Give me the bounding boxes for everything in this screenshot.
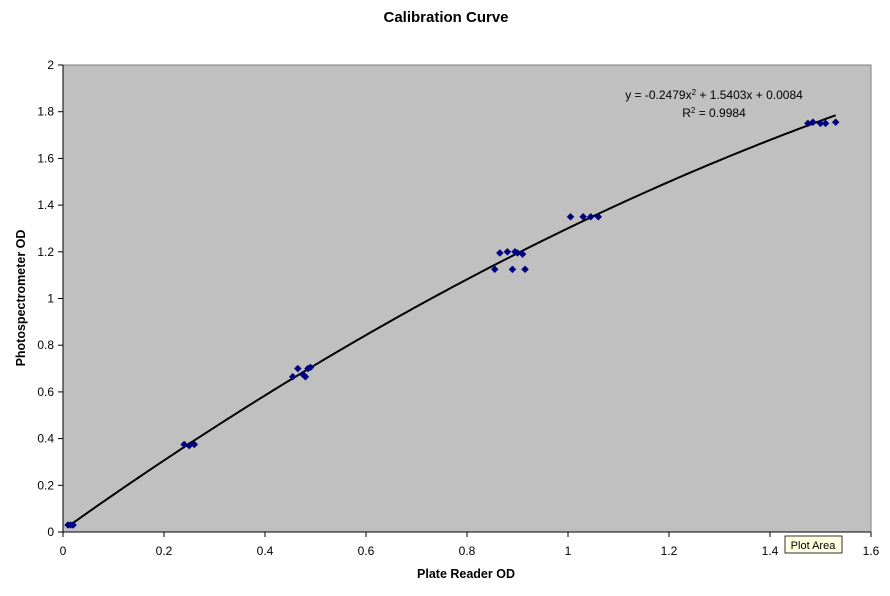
data-point [293, 364, 302, 373]
y-tick-label: 0.2 [37, 478, 54, 492]
y-tick-label: 1.8 [37, 105, 54, 119]
x-tick-label: 0.8 [459, 544, 476, 558]
data-point [306, 363, 315, 372]
data-points [64, 118, 840, 529]
x-axis: 0 0.2 0.4 0.6 0.8 1 1.2 1.4 1.6 [60, 531, 880, 558]
chart-title: Calibration Curve [383, 9, 508, 26]
data-point [518, 250, 527, 258]
plot-area-tooltip: Plot Area [784, 535, 843, 554]
x-tick-label: 0 [60, 544, 67, 558]
data-point [190, 440, 199, 449]
data-point [566, 212, 575, 221]
x-tick-label: 0.4 [257, 544, 274, 558]
x-axis-label: Plate Reader OD [417, 567, 515, 581]
y-tick-label: 1.6 [37, 151, 54, 165]
data-point [594, 212, 603, 221]
data-point [821, 119, 830, 128]
data-point [495, 249, 504, 257]
data-point [490, 265, 499, 274]
data-point [521, 265, 529, 274]
trendline-r-squared: R2 = 0.9984 [682, 106, 746, 121]
x-tick-label: 1 [565, 544, 572, 558]
y-tick-label: 1.2 [37, 245, 54, 259]
y-tick-label: 0.6 [37, 385, 54, 399]
x-tick-label: 0.6 [358, 544, 375, 558]
data-point [508, 265, 517, 274]
trendline [67, 114, 836, 528]
x-tick-label: 1.2 [661, 544, 678, 558]
data-point [503, 247, 512, 256]
y-axis: 0 0.2 0.4 0.6 0.8 1 1.2 1.4 1.6 1.8 2 [37, 58, 64, 539]
data-point [513, 249, 522, 257]
y-tick-label: 2 [47, 58, 54, 72]
tooltip-text: Plot Area [791, 540, 837, 552]
x-tick-label: 0.2 [156, 544, 173, 558]
data-point [288, 372, 297, 381]
y-tick-label: 0.8 [37, 338, 54, 352]
data-point [301, 372, 310, 381]
trendline-equation: y = -0.2479x2 + 1.5403x + 0.0084 [625, 88, 803, 103]
data-point [586, 212, 595, 221]
plot-area[interactable] [62, 64, 872, 533]
y-tick-label: 0 [47, 525, 54, 539]
trendline-curve [67, 114, 836, 528]
y-tick-label: 1.4 [37, 198, 54, 212]
data-point [831, 118, 840, 127]
data-point [69, 521, 77, 529]
y-tick-label: 0.4 [37, 432, 54, 446]
data-point [816, 119, 825, 128]
x-tick-label: 1.6 [863, 544, 880, 558]
y-axis-label: Photospectrometer OD [14, 230, 28, 367]
data-point [180, 440, 189, 449]
data-point [579, 212, 588, 221]
x-tick-label: 1.4 [762, 544, 779, 558]
y-tick-label: 1 [47, 292, 54, 306]
data-point [809, 118, 817, 127]
